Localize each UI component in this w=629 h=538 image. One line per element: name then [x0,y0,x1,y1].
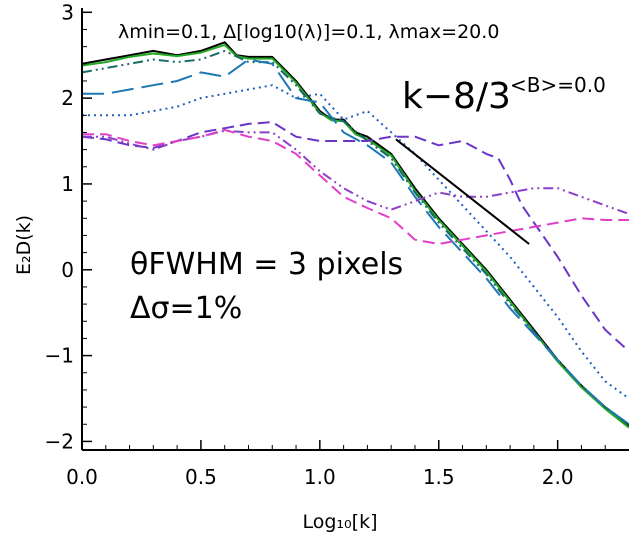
series-line-8 [82,128,629,245]
series-line-2 [82,43,629,429]
b-annotation: <B>=0.0 [510,73,606,97]
series-line-3 [82,49,629,426]
y-tick-label: 2 [61,86,74,110]
reference-slope-line [395,138,530,245]
y-tick-label: 1 [61,172,74,196]
x-tick-label: 1.5 [423,465,455,489]
slope-annotation: k−8/3 [402,76,511,117]
y-tick-label: −2 [45,429,74,453]
x-tick-label: 2.0 [542,465,574,489]
params-annotation: λmin=0.1, Δ[log10(λ)]=0.1, λmax=20.0 [118,21,499,43]
y-tick-label: −1 [45,344,74,368]
ticks-layer: 0.0 0.5 1.0 1.5 2.0 −2 −1 0 1 2 3 [45,0,606,489]
theta-annotation: θFWHM = 3 pixels [130,247,403,282]
series-line-1 [82,41,629,427]
y-tick-label: 0 [61,258,74,282]
series-line-7 [82,129,629,215]
x-tick-label: 0.0 [66,465,98,489]
x-tick-label: 0.5 [185,465,217,489]
y-axis-label: E₂D(k) [13,215,35,275]
x-tick-label: 1.0 [304,465,336,489]
series-layer [82,41,629,429]
x-axis-label: Log₁₀[k] [303,511,378,533]
y-tick-label: 3 [61,0,74,24]
sigma-annotation: Δσ=1% [130,291,242,326]
series-line-4 [82,58,629,426]
series-line-5 [82,84,629,400]
axes-frame [81,8,629,451]
